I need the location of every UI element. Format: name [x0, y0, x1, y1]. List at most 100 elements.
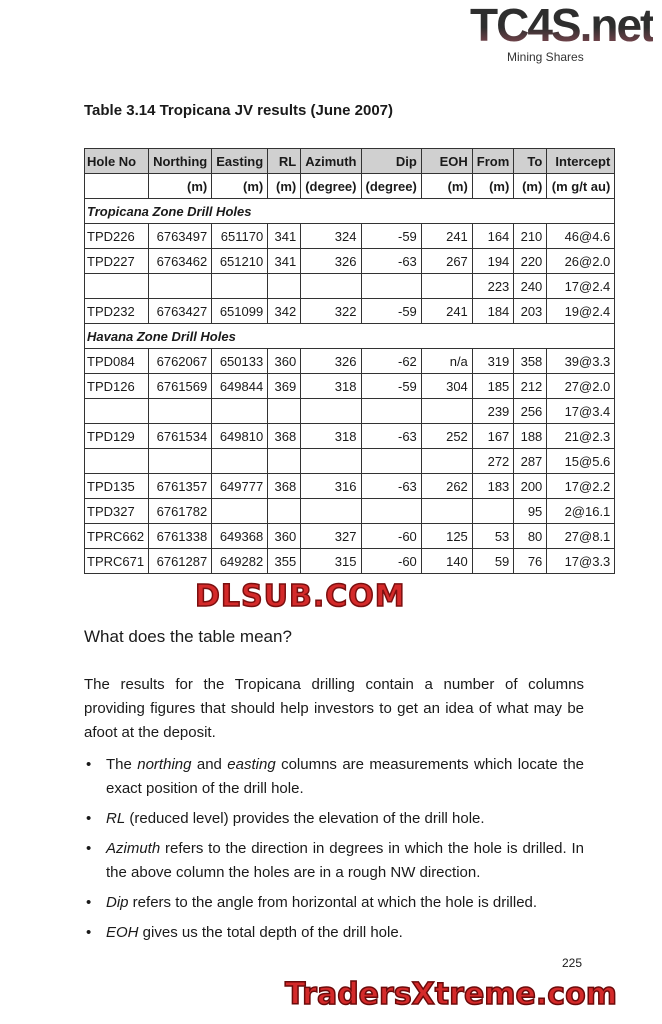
table-cell: 287: [513, 448, 548, 474]
table-cell: RL: [267, 148, 302, 174]
table-cell: 164: [471, 223, 515, 249]
table-cell: 223: [471, 273, 515, 299]
bullet-text: Azimuth: [106, 840, 161, 857]
section-row: Tropicana Zone Drill Holes: [83, 198, 616, 224]
table-cell: [360, 273, 422, 299]
table-cell: 240: [513, 273, 548, 299]
table-cell: [211, 448, 269, 474]
bullet-text: columns are measurements which locate th…: [106, 756, 585, 797]
table-cell: 316: [300, 473, 362, 499]
table-cell: 80: [513, 523, 548, 549]
bullet-text: Dip: [106, 894, 129, 911]
table-cell: 185: [471, 373, 515, 399]
table-cell: [267, 498, 302, 524]
logo-watermark: TC4S.net: [470, 0, 655, 51]
subheading: What does the table mean?: [84, 627, 292, 646]
table-cell: [148, 448, 213, 474]
table-row: TPD126 6761569 649844 369 318 -59 304 185 212 27@…: [83, 373, 616, 399]
section-row: Havana Zone Drill Holes: [83, 323, 616, 349]
table-cell: 17@3.3: [546, 548, 616, 574]
table-cell: 369: [267, 373, 302, 399]
results-table: Hole No Northing Easting RL Azimuth Dip EOH Fro…: [83, 148, 616, 574]
table-cell: TPRC671: [83, 548, 150, 574]
table-row: TPD135 6761357 649777 368 316 -63 262 183 200 17@…: [83, 473, 616, 499]
table-cell: EOH: [420, 148, 473, 174]
table-cell: 39@3.3: [546, 348, 616, 374]
table-cell: 360: [267, 348, 302, 374]
table-cell: TPD126: [83, 373, 150, 399]
table-cell: -59: [360, 298, 422, 324]
table-cell: 649777: [211, 473, 269, 499]
table-cell: Hole No: [83, 148, 150, 174]
table-cell: [300, 398, 362, 424]
table-cell: 17@2.4: [546, 273, 616, 299]
table-header-row: Hole No Northing Easting RL Azimuth Dip EOH Fro…: [83, 148, 616, 174]
table-cell: TPD327: [83, 498, 150, 524]
table-cell: (m g/t au): [546, 173, 616, 199]
table-cell: Northing: [148, 148, 213, 174]
table-cell: -63: [360, 423, 422, 449]
table-cell: [300, 498, 362, 524]
table-cell: 649844: [211, 373, 269, 399]
table-cell: (m): [420, 173, 473, 199]
table-cell: 46@4.6: [546, 223, 616, 249]
table-cell: TPRC662: [83, 523, 150, 549]
table-cell: 267: [420, 248, 473, 274]
table-cell: 360: [267, 523, 302, 549]
table-cell: 318: [300, 423, 362, 449]
table-cell: (m): [211, 173, 269, 199]
table-cell: 95: [513, 498, 548, 524]
bullet-item: RL (reduced level) provides the elevatio…: [84, 807, 584, 831]
table-cell: 319: [471, 348, 515, 374]
table-cell: 241: [420, 223, 473, 249]
table-cell: -60: [360, 548, 422, 574]
table-units-row: (m) (m) (m) (degree) (degree) (m) (m) (m) (m g/t…: [83, 173, 616, 199]
dlsub-watermark: DLSUB.COM: [194, 579, 406, 615]
table-cell: 125: [420, 523, 473, 549]
table-cell: 184: [471, 298, 515, 324]
table-cell: Easting: [211, 148, 269, 174]
table-cell: [211, 498, 269, 524]
table-cell: 304: [420, 373, 473, 399]
table-cell: 318: [300, 373, 362, 399]
table-cell: 183: [471, 473, 515, 499]
table-title: Table 3.14 Tropicana JV results (June 20…: [84, 102, 394, 119]
table-cell: 252: [420, 423, 473, 449]
table-cell: TPD232: [83, 298, 150, 324]
table-cell: 649368: [211, 523, 269, 549]
table-cell: [148, 273, 213, 299]
table-row: 272 287 15@5.6: [83, 448, 616, 474]
table-cell: [83, 173, 150, 199]
table-cell: [360, 398, 422, 424]
table-cell: -63: [360, 473, 422, 499]
table-cell: 17@2.2: [546, 473, 616, 499]
table-cell: 2@16.1: [546, 498, 616, 524]
table-cell: 15@5.6: [546, 448, 616, 474]
table-cell: To: [513, 148, 548, 174]
page-number: 225: [562, 956, 583, 970]
table-cell: (degree): [300, 173, 362, 199]
table-cell: 341: [267, 223, 302, 249]
table-cell: -62: [360, 348, 422, 374]
table-cell: [420, 398, 473, 424]
table-cell: 53: [471, 523, 515, 549]
logo-subtitle: Mining Shares: [507, 50, 584, 64]
table-cell: 6761287: [148, 548, 213, 574]
table-cell: 327: [300, 523, 362, 549]
table-cell: [148, 398, 213, 424]
table-cell: 651170: [211, 223, 269, 249]
table-cell: (m): [513, 173, 548, 199]
table-cell: 6763497: [148, 223, 213, 249]
table-cell: 326: [300, 248, 362, 274]
table-cell: 200: [513, 473, 548, 499]
table-cell: 358: [513, 348, 548, 374]
table-cell: 17@3.4: [546, 398, 616, 424]
table-row: TPD232 6763427 651099 342 322 -59 241 184 203 19@…: [83, 298, 616, 324]
table-cell: 322: [300, 298, 362, 324]
table-cell: 27@8.1: [546, 523, 616, 549]
bullet-item: The northing and easting columns are mea…: [84, 753, 584, 801]
table-row: TPD129 6761534 649810 368 318 -63 252 167 188 21@…: [83, 423, 616, 449]
table-cell: 324: [300, 223, 362, 249]
table-cell: 76: [513, 548, 548, 574]
table-row: TPD327 6761782 95 2@16.1: [83, 498, 616, 524]
